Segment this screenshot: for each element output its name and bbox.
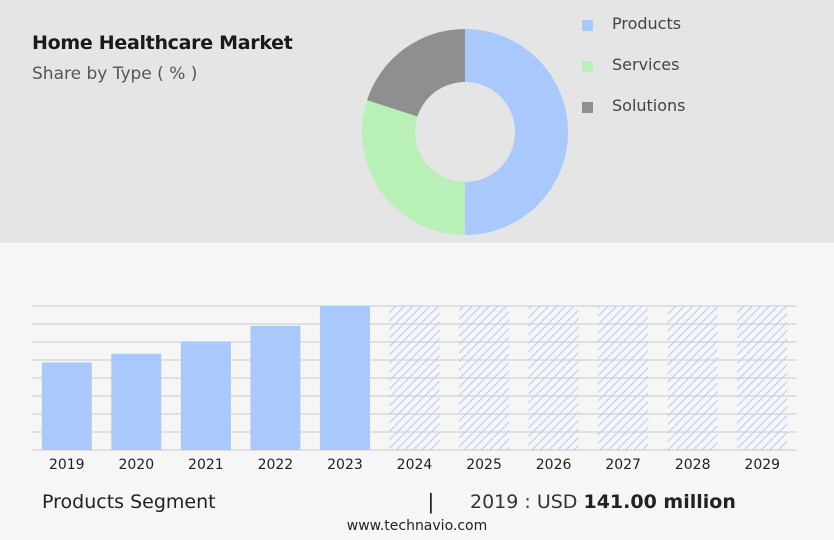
legend-swatch-products xyxy=(582,20,593,31)
bar-2020 xyxy=(111,353,162,450)
bar-2023 xyxy=(319,306,370,450)
x-tick-label-2023: 2023 xyxy=(327,457,363,473)
bar-forecast-2025 xyxy=(459,306,510,450)
donut-slice-services xyxy=(362,100,465,235)
x-tick-label-2028: 2028 xyxy=(675,457,711,473)
bar-2019 xyxy=(41,362,92,450)
bar-chart: 2019 2020 2021 2022 2023 2024 2025 2026 2027 2028… xyxy=(32,305,797,473)
segment-value-prefix: 2019 : USD xyxy=(470,491,578,513)
x-tick-label-2021: 2021 xyxy=(188,457,224,473)
legend-swatch-services xyxy=(582,61,593,72)
x-tick-label-2022: 2022 xyxy=(258,457,294,473)
bar-2021 xyxy=(180,341,231,450)
chart-subtitle: Share by Type ( % ) xyxy=(32,64,198,84)
segment-value: 2019 : USD 141.00 million xyxy=(470,491,736,513)
bar-forecast-2024 xyxy=(389,306,440,450)
legend-label-solutions: Solutions xyxy=(612,96,686,115)
bar-forecast-2026 xyxy=(528,306,579,450)
x-tick-label-2025: 2025 xyxy=(466,457,502,473)
legend-swatch-solutions xyxy=(582,102,593,113)
bar-forecast-2029 xyxy=(737,306,788,450)
footer-separator: | xyxy=(428,489,434,514)
legend-item-solutions: Solutions xyxy=(582,96,732,118)
legend-label-services: Services xyxy=(612,55,680,74)
x-tick-label-2020: 2020 xyxy=(118,457,154,473)
x-tick-label-2029: 2029 xyxy=(744,457,780,473)
x-tick-label-2019: 2019 xyxy=(49,457,85,473)
x-tick-label-2026: 2026 xyxy=(536,457,572,473)
legend-label-products: Products xyxy=(612,14,682,33)
x-tick-label-2027: 2027 xyxy=(605,457,641,473)
legend-item-services: Services xyxy=(582,55,732,77)
chart-title: Home Healthcare Market xyxy=(32,32,293,54)
segment-label: Products Segment xyxy=(42,491,216,513)
donut-chart xyxy=(362,29,568,235)
bar-forecast-2027 xyxy=(598,306,649,450)
legend-item-products: Products xyxy=(582,14,732,36)
site-url: www.technavio.com xyxy=(346,518,488,534)
donut-slice-products xyxy=(465,29,568,235)
x-tick-label-2024: 2024 xyxy=(397,457,433,473)
segment-value-amount: 141.00 million xyxy=(583,491,736,513)
donut-slice-solutions xyxy=(367,29,465,117)
bar-forecast-2028 xyxy=(667,306,718,450)
bar-2022 xyxy=(250,325,301,450)
